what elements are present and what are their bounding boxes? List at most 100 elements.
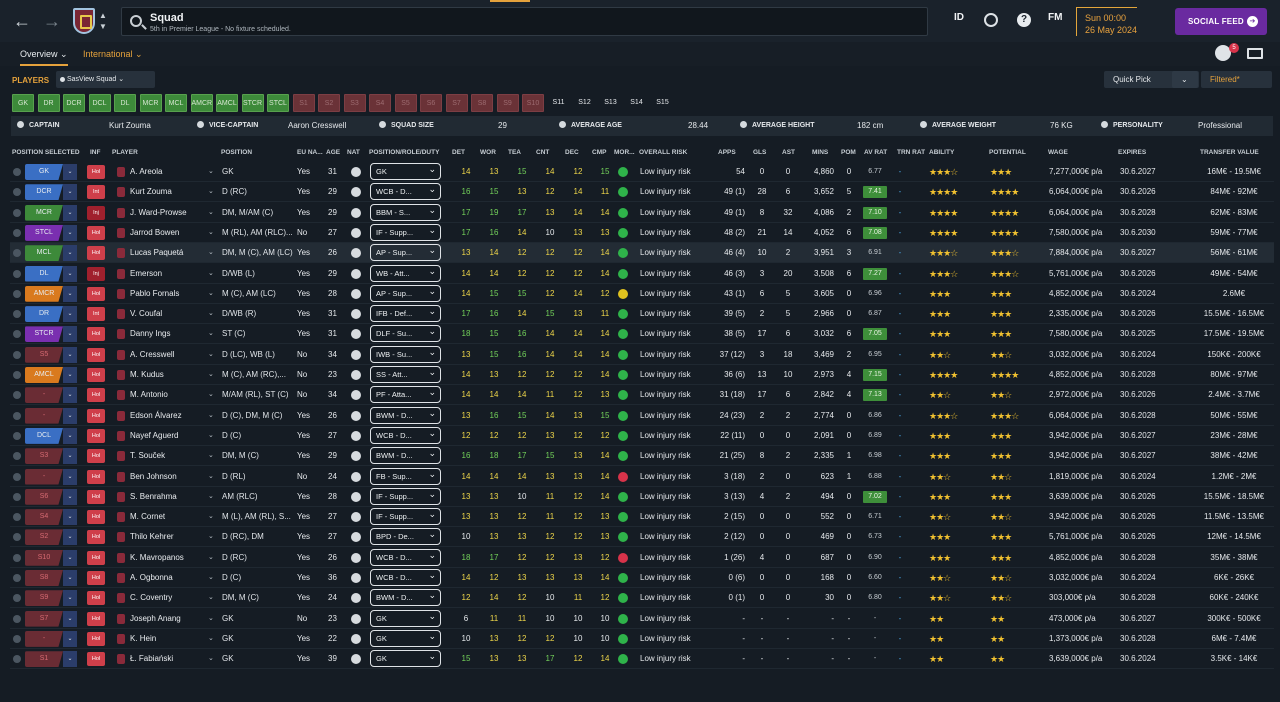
column-header[interactable]: TRN RAT [897,149,926,156]
player-name[interactable]: A. Ogbonna [130,573,173,582]
role-duty-select[interactable]: BPD - De... [370,528,441,546]
column-header[interactable]: EXPIRES [1118,149,1147,156]
column-header[interactable]: DEC [565,149,579,156]
select-checkbox[interactable] [13,391,21,400]
forward-icon[interactable]: → [43,11,61,31]
role-duty-select[interactable]: BBM - S... [370,203,441,221]
position-chip[interactable]: MCR [139,94,162,112]
role-duty-select[interactable]: BWM - D... [370,589,441,607]
position-chip[interactable]: S14 [630,99,643,106]
column-header[interactable]: TRANSFER VALUE [1200,149,1259,156]
chevron-down-icon[interactable]: ⌄ [63,529,77,546]
chevron-down-icon[interactable]: ⌄ [208,431,214,439]
social-feed-button[interactable]: SOCIAL FEED ➔ [1175,8,1267,35]
chevron-down-icon[interactable]: ⌄ [63,387,77,404]
position-selected[interactable]: MCR [25,204,63,221]
position-chip[interactable]: AMCL [216,94,238,112]
column-header[interactable]: TEA [508,149,521,156]
select-checkbox[interactable] [13,472,21,481]
position-selected[interactable]: S4 [25,509,63,526]
position-chip[interactable]: DCL [88,94,111,112]
select-checkbox[interactable] [13,655,21,664]
position-chip[interactable]: S7 [445,94,468,112]
select-checkbox[interactable] [13,513,21,522]
position-chip[interactable]: GK [12,94,34,112]
chevron-down-icon[interactable]: ⌄ [208,513,214,521]
table-row[interactable]: S2 ⌄ Hol Thilo Kehrer ⌄ D (RC), DM Yes 27 BPD - … [10,527,1274,548]
table-row[interactable]: AMCR ⌄ Hol Pablo Fornals ⌄ M (C), AM (LC) Yes 2… [10,284,1274,304]
chevron-down-icon[interactable]: ⌄ [63,245,77,262]
chevron-down-icon[interactable]: ⌄ [63,509,77,526]
chevron-down-icon[interactable]: ⌄ [63,184,77,201]
role-duty-select[interactable]: FB - Sup... [370,467,441,485]
position-chip[interactable]: S9 [496,94,519,112]
chevron-down-icon[interactable]: ⌄ [208,411,214,419]
position-selected[interactable]: AMCR [25,285,63,302]
select-checkbox[interactable] [13,188,21,197]
chevron-down-icon[interactable]: ⌄ [63,630,77,647]
tab-international[interactable]: International ⌄ [83,49,143,59]
chevron-down-icon[interactable]: ⌄ [208,655,214,663]
chevron-down-icon[interactable]: ⌄ [63,427,77,444]
position-selected[interactable]: STCR [25,326,63,343]
role-duty-select[interactable]: GK [370,629,441,647]
position-selected[interactable]: - [25,468,63,485]
position-chip[interactable]: S15 [656,99,669,106]
chevron-down-icon[interactable]: ⌄ [63,367,77,383]
role-duty-select[interactable]: WB - Att... [370,264,441,282]
position-selected[interactable]: DCL [25,427,63,444]
position-selected[interactable]: STCL [25,224,63,241]
position-selected[interactable]: S2 [25,529,63,546]
chevron-down-icon[interactable]: ⌄ [208,574,214,581]
select-checkbox[interactable] [13,492,21,501]
select-checkbox[interactable] [13,553,21,562]
table-row[interactable]: STCR ⌄ Hol Danny Ings ⌄ ST (C) Yes 31 DLF - Su..… [10,324,1274,345]
column-header[interactable]: OVERALL RISK [639,149,688,156]
position-chip[interactable]: DCR [63,94,85,112]
column-header[interactable]: POM [841,149,856,156]
chevron-down-icon[interactable]: ⌄ [63,468,77,485]
column-header[interactable]: PLAYER [112,149,138,156]
position-selected[interactable]: - [25,387,63,404]
position-selected[interactable]: S5 [25,346,63,363]
role-duty-select[interactable]: IF - Supp... [370,487,441,505]
role-duty-select[interactable]: AP - Sup... [370,244,441,262]
position-selected[interactable]: S6 [25,488,63,505]
player-name[interactable]: K. Hein [130,633,157,643]
position-selected[interactable]: GK [25,164,63,180]
player-name[interactable]: Joseph Anang [130,613,181,623]
chevron-down-icon[interactable]: ⌄ [63,488,77,505]
position-chip[interactable]: S6 [420,94,442,112]
column-header[interactable]: CNT [536,149,550,156]
tab-overview[interactable]: Overview ⌄ [20,49,68,66]
player-name[interactable]: Pablo Fornals [130,288,180,298]
chevron-down-icon[interactable]: ⌄ [208,614,214,622]
column-header[interactable]: MINS [812,149,829,156]
chevron-down-icon[interactable]: ⌄ [208,634,214,642]
position-selected[interactable]: DL [25,265,63,282]
select-checkbox[interactable] [13,634,21,643]
column-header[interactable]: POSITION [221,149,253,156]
player-name[interactable]: M. Cornet [130,512,166,522]
position-chip[interactable]: S5 [394,94,417,112]
quick-pick-dropdown[interactable]: ⌄ [1172,71,1198,88]
column-header[interactable]: POSITION SELECTED [12,149,80,156]
chevron-down-icon[interactable]: ⌄ [63,285,77,302]
role-duty-select[interactable]: IF - Supp... [370,508,441,526]
position-selected[interactable]: S1 [25,651,63,668]
player-name[interactable]: Kurt Zouma [130,187,172,197]
column-header[interactable]: AST [782,149,795,156]
chevron-down-icon[interactable]: ⌄ [208,492,214,500]
player-name[interactable]: C. Coventry [130,593,173,603]
player-name[interactable]: A. Areola [130,167,163,176]
position-chip[interactable]: S13 [604,99,617,106]
chevron-down-icon[interactable]: ⌄ [63,448,77,465]
role-duty-select[interactable]: PF - Atta... [370,386,441,404]
column-header[interactable]: WAGE [1048,149,1068,156]
club-switch-icon[interactable]: ▲ ▼ [99,11,107,31]
select-checkbox[interactable] [13,208,21,217]
